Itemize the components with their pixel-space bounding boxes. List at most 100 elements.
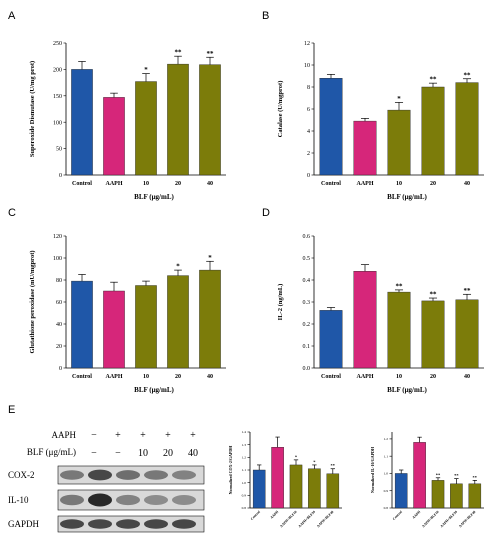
x-tick-label: 20 [430, 374, 436, 380]
x-tick-label: 40 [464, 374, 470, 380]
bar [455, 299, 479, 369]
x-tick-label: 10 [143, 374, 149, 380]
x-tick-label: AAPH [357, 181, 374, 187]
significance-mark: ** [464, 287, 472, 295]
significance-mark: ** [175, 49, 183, 57]
y-tick-label: 10 [304, 63, 310, 69]
bar [319, 310, 343, 369]
y-tick-label: 150 [53, 94, 62, 100]
x-tick-label: Control [321, 181, 341, 187]
significance-mark: ** [331, 463, 336, 468]
significance-mark: * [208, 254, 212, 262]
significance-mark: ** [207, 50, 215, 58]
band [172, 470, 196, 480]
y-tick-label: 2 [307, 151, 310, 157]
panel-label-c: C [8, 207, 16, 219]
x-axis-label: BLF (μg/mL) [134, 386, 174, 394]
bar [387, 109, 411, 176]
x-tick-label: AAPH+BLF20 [440, 510, 459, 529]
blf-mark: − [115, 448, 121, 459]
x-tick-label: AAPH [106, 374, 123, 380]
aaph-row-label: AAPH [51, 430, 76, 440]
x-tick-label: 10 [396, 181, 402, 187]
panel-label-b: B [262, 10, 270, 22]
bar [326, 473, 340, 509]
y-tick-label: 1.0 [384, 472, 389, 476]
y-tick-label: 0.5 [303, 256, 311, 262]
y-tick-label: 120 [53, 234, 62, 240]
il10-quant-chart: 0.8 0.9 1.0 1.1 1.2 Normalized IL-10/GAPDH Con… [370, 432, 484, 529]
significance-mark: ** [396, 282, 404, 290]
x-tick-label: AAPH+BLF20 [298, 510, 317, 529]
x-tick-label: 40 [464, 181, 470, 187]
bar [71, 69, 93, 176]
band-label: GAPDH [8, 519, 40, 529]
western-blot: AAPH BLF (μg/mL) − + + + + − − 10 20 40 COX-2 IL-10 GA… [8, 430, 205, 533]
blf-mark: 20 [163, 448, 173, 459]
blf-mark: 10 [138, 448, 148, 459]
bar [421, 300, 445, 369]
y-tick-label: 8 [307, 85, 310, 91]
y-axis-label: IL-2 (ng/mL) [277, 284, 284, 321]
y-tick-label: 100 [53, 120, 62, 126]
band [60, 519, 84, 529]
y-tick-label: 0 [59, 366, 62, 372]
bar [199, 269, 221, 369]
y-tick-label: 4 [307, 129, 310, 135]
x-tick-label: 10 [143, 181, 149, 187]
cox2-quant-chart: 0.8 0.9 1.0 1.1 1.2 1.3 1.4 Normalized COX-2/GA… [228, 430, 342, 529]
band [172, 519, 196, 529]
x-tick-label: AAPH [357, 374, 374, 380]
band [60, 494, 84, 506]
bar [167, 63, 189, 176]
bar [353, 271, 377, 369]
bar [167, 275, 189, 369]
bar [387, 291, 411, 369]
band [88, 469, 112, 481]
x-tick-label: 40 [207, 181, 213, 187]
y-tick-label: 1.2 [384, 437, 389, 441]
y-axis-label: Normalized COX-2/GAPDH [228, 445, 233, 495]
y-tick-label: 0.9 [242, 494, 247, 498]
band [172, 495, 196, 505]
y-tick-label: 0 [59, 173, 62, 179]
y-tick-label: 1.3 [242, 443, 247, 447]
band [88, 519, 112, 529]
band [116, 470, 140, 480]
significance-mark: ** [464, 71, 472, 79]
y-tick-label: 0.8 [384, 506, 389, 510]
band [88, 493, 112, 507]
y-tick-label: 100 [53, 256, 62, 262]
y-tick-label: 1.0 [242, 481, 247, 485]
gpx-chart: 0 20 40 60 80 100 120 Glutathione peroxidase (m… [29, 234, 226, 394]
x-tick-label: AAPH [411, 510, 421, 520]
significance-mark: * [295, 454, 298, 459]
x-tick-label: AAPH [106, 181, 123, 187]
y-tick-label: 0.8 [242, 506, 247, 510]
y-tick-label: 40 [56, 322, 62, 328]
y-tick-label: 1.4 [242, 430, 247, 434]
x-tick-label: AAPH+BLF40 [316, 510, 335, 529]
band [60, 470, 84, 480]
y-axis-label: Glutathione peroxidase (mU/mgprot) [29, 250, 36, 353]
x-tick-label: 10 [396, 374, 402, 380]
bar [421, 86, 445, 176]
bar [71, 280, 93, 369]
bar [103, 97, 125, 176]
y-tick-label: 20 [56, 344, 62, 350]
significance-mark: ** [473, 475, 478, 480]
bar [252, 469, 266, 509]
x-axis-label: BLF (μg/mL) [387, 193, 427, 201]
x-tick-label: 20 [175, 374, 181, 380]
band-label: IL-10 [8, 495, 29, 505]
y-tick-label: 0.3 [303, 300, 311, 306]
y-tick-label: 200 [53, 68, 62, 74]
panel-label-e: E [8, 404, 16, 416]
aaph-mark: − [91, 430, 97, 441]
x-tick-label: Control [321, 374, 341, 380]
aaph-mark: + [140, 430, 146, 441]
bar [431, 480, 445, 509]
significance-mark: ** [430, 291, 438, 299]
x-tick-label: 20 [175, 181, 181, 187]
bar [103, 290, 125, 369]
